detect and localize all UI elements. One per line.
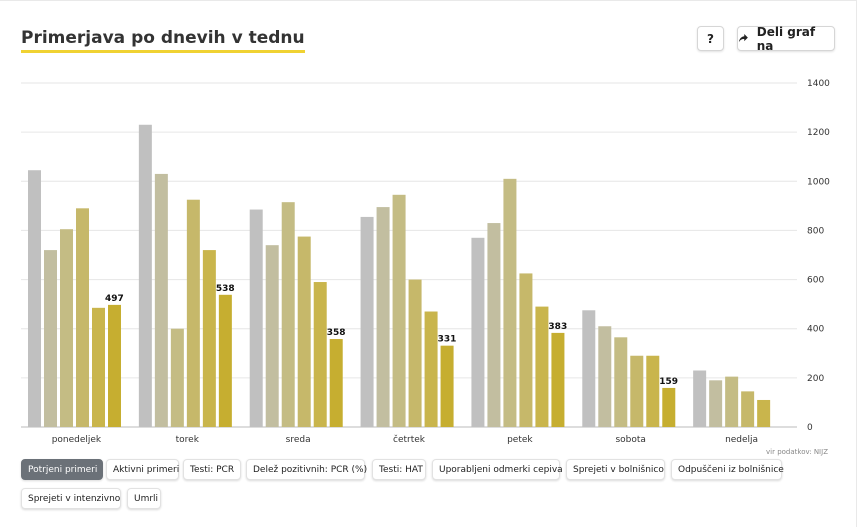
share-label: Deli graf na bbox=[756, 24, 816, 53]
bar[interactable] bbox=[440, 345, 454, 427]
share-arrow-icon bbox=[738, 34, 748, 43]
bar[interactable] bbox=[76, 208, 89, 427]
bar[interactable] bbox=[202, 250, 216, 427]
bar[interactable] bbox=[408, 279, 422, 427]
metric-tag-button[interactable]: Aktivni primeri bbox=[106, 459, 179, 480]
category-label: petek bbox=[507, 435, 533, 445]
metric-tag-label: Potrjeni primeri bbox=[28, 464, 98, 475]
metric-tag-label: Testi: HAT bbox=[379, 464, 423, 475]
metric-tag-button[interactable]: Sprejeti v bolnišnico bbox=[566, 459, 665, 480]
bar[interactable] bbox=[281, 202, 295, 427]
bar[interactable] bbox=[218, 294, 232, 427]
data-label: 159 bbox=[659, 377, 678, 387]
bar[interactable] bbox=[297, 236, 311, 427]
metric-tag-button[interactable]: Testi: HAT bbox=[372, 459, 426, 480]
data-label: 331 bbox=[438, 335, 457, 345]
bar[interactable] bbox=[392, 194, 406, 427]
metric-tag-button[interactable]: Testi: PCR bbox=[183, 459, 241, 480]
category-label: sreda bbox=[286, 435, 311, 445]
bar[interactable] bbox=[757, 399, 771, 427]
bar[interactable] bbox=[329, 339, 343, 427]
data-label: 358 bbox=[327, 328, 346, 338]
source-note: vir podatkov: NIJZ bbox=[766, 448, 828, 456]
y-tick-label: 400 bbox=[807, 325, 824, 335]
y-tick-label: 1400 bbox=[807, 79, 830, 89]
y-tick-label: 800 bbox=[807, 226, 824, 236]
metric-tag-label: Uporabljeni odmerki cepiva bbox=[439, 464, 563, 475]
help-button[interactable]: ? bbox=[697, 26, 724, 51]
metric-tag-label: Sprejeti v intenzivno bbox=[28, 493, 121, 504]
data-label: 383 bbox=[548, 322, 567, 332]
bar[interactable] bbox=[60, 229, 73, 427]
category-label: torek bbox=[176, 435, 200, 445]
metric-tag-label: Odpuščeni iz bolnišnice bbox=[678, 464, 784, 475]
bar[interactable] bbox=[154, 173, 168, 427]
bar[interactable] bbox=[487, 223, 501, 427]
category-label: ponedeljek bbox=[52, 435, 102, 445]
bar[interactable] bbox=[693, 370, 707, 427]
bar[interactable] bbox=[138, 124, 152, 428]
bar[interactable] bbox=[709, 380, 723, 427]
metric-tag-button[interactable]: Sprejeti v intenzivno bbox=[21, 488, 121, 509]
metric-tag-button[interactable]: Odpuščeni iz bolnišnice bbox=[671, 459, 784, 480]
bar[interactable] bbox=[598, 326, 612, 427]
bar[interactable] bbox=[360, 216, 374, 427]
bar[interactable] bbox=[725, 376, 739, 427]
bar[interactable] bbox=[170, 328, 184, 427]
metric-tag-label: Aktivni primeri bbox=[113, 464, 180, 475]
bar[interactable] bbox=[471, 237, 485, 427]
bar[interactable] bbox=[249, 209, 263, 427]
data-label: 538 bbox=[216, 284, 235, 294]
bar[interactable] bbox=[265, 245, 279, 427]
bar[interactable] bbox=[535, 306, 549, 427]
bar[interactable] bbox=[503, 178, 517, 427]
share-button[interactable]: Deli graf na bbox=[737, 24, 835, 53]
metric-tag-button[interactable]: Umrli bbox=[127, 488, 161, 509]
bar[interactable] bbox=[646, 355, 660, 427]
category-label: sobota bbox=[615, 435, 645, 445]
page-title: Primerjava po dnevih v tednu bbox=[21, 28, 305, 53]
category-label: četrtek bbox=[393, 434, 426, 445]
metric-tag-label: Testi: PCR bbox=[190, 464, 235, 475]
metric-tag-button[interactable]: Uporabljeni odmerki cepiva bbox=[432, 459, 563, 480]
bar[interactable] bbox=[92, 307, 105, 427]
bar[interactable] bbox=[44, 250, 57, 427]
bar-chart: 0 200 400 600 800 1000 1200 1400 497 ponedeljek 53… bbox=[21, 79, 830, 445]
bar[interactable] bbox=[662, 387, 676, 427]
bar[interactable] bbox=[313, 282, 327, 427]
metric-tag-label: Delež pozitivnih: PCR (%) bbox=[253, 464, 368, 475]
bar[interactable] bbox=[186, 199, 200, 427]
bar[interactable] bbox=[741, 391, 755, 427]
help-label: ? bbox=[707, 31, 714, 46]
bar[interactable] bbox=[614, 337, 628, 427]
bar[interactable] bbox=[376, 207, 390, 427]
bar[interactable] bbox=[582, 310, 596, 427]
bar[interactable] bbox=[519, 273, 533, 427]
metric-tag-button[interactable]: Delež pozitivnih: PCR (%) bbox=[246, 459, 368, 480]
bar[interactable] bbox=[424, 311, 438, 427]
data-label: 497 bbox=[105, 294, 124, 304]
category-label: nedelja bbox=[725, 435, 758, 445]
bar[interactable] bbox=[108, 304, 121, 427]
y-tick-label: 1200 bbox=[807, 128, 830, 138]
y-tick-label: 0 bbox=[807, 423, 813, 433]
y-tick-label: 1000 bbox=[807, 177, 830, 187]
metric-tag-label: Sprejeti v bolnišnico bbox=[573, 464, 664, 475]
bar[interactable] bbox=[630, 355, 644, 427]
bar[interactable] bbox=[28, 170, 41, 427]
metric-tag-button[interactable]: Potrjeni primeri bbox=[21, 459, 103, 480]
metric-tag-label: Umrli bbox=[134, 493, 159, 504]
y-tick-label: 200 bbox=[807, 374, 824, 384]
bar[interactable] bbox=[551, 332, 565, 427]
y-tick-label: 600 bbox=[807, 276, 824, 286]
